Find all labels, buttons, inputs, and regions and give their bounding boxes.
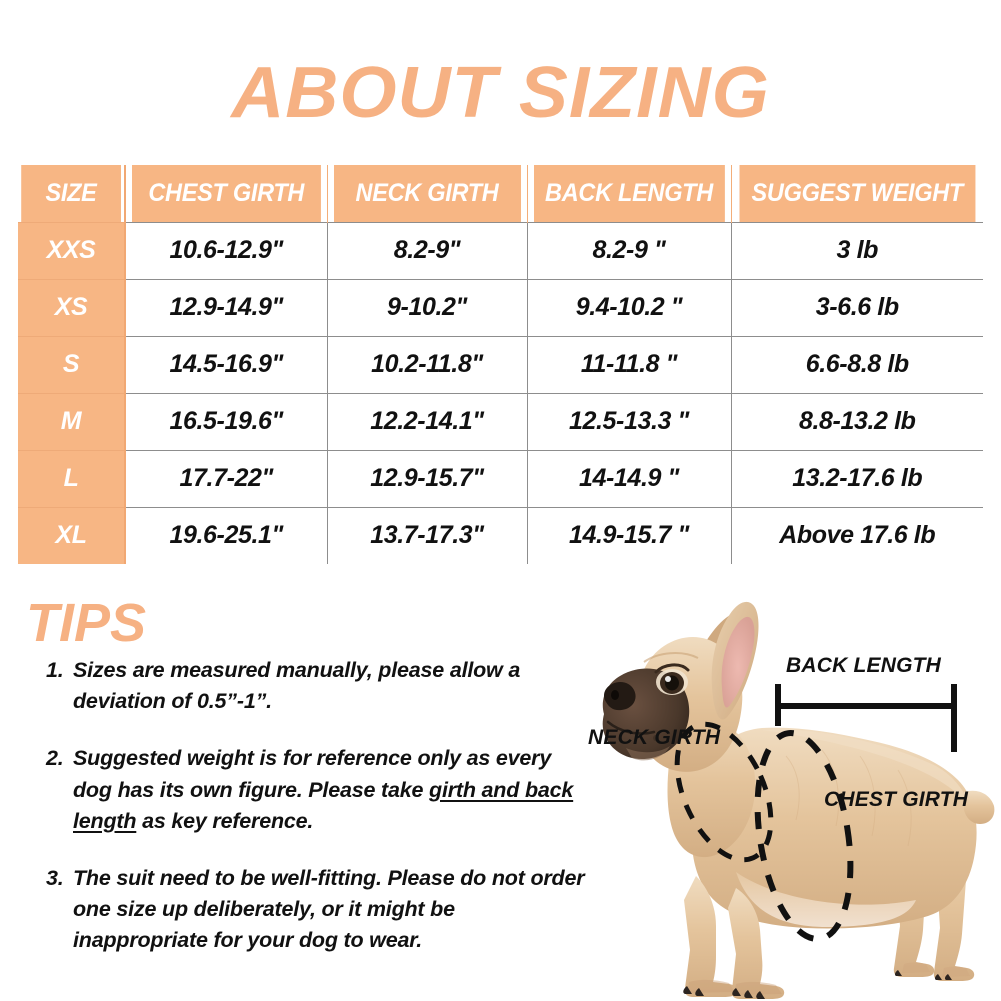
table-row: XXS 10.6-12.9" 8.2-9" 8.2-9 " 3 lb	[18, 221, 983, 279]
page-title: ABOUT SIZING	[231, 53, 770, 133]
cell-chest-girth: 12.9-14.9"	[125, 278, 327, 336]
chest-girth-marker	[754, 730, 854, 942]
dog-front-legs	[683, 876, 785, 999]
column-header-size: SIZE	[21, 165, 123, 222]
sizing-table: SIZE CHEST GIRTH NECK GIRTH BACK LENGTH …	[18, 165, 983, 564]
cell-suggest-weight: 3-6.6 lb	[730, 278, 983, 336]
tip-text-plain: The suit need to be well-fitting. Please…	[73, 865, 585, 953]
cell-chest-girth: 14.5-16.9"	[125, 335, 327, 393]
label-chest-girth: CHEST GIRTH	[824, 788, 969, 811]
tip-text-underlined: girth and back length	[73, 777, 574, 833]
table-row: M 16.5-19.6" 12.2-14.1" 12.5-13.3 " 8.8-…	[18, 392, 983, 450]
cell-chest-girth: 19.6-25.1"	[125, 506, 327, 564]
tip-text-tail: as key reference.	[136, 808, 314, 833]
cell-neck-girth: 10.2-11.8"	[326, 335, 527, 393]
tip-text-plain: Sizes are measured manually, please allo…	[73, 658, 521, 714]
tip-item: 3. The suit need to be well-fitting. Ple…	[46, 863, 586, 957]
cell-neck-girth: 9-10.2"	[326, 278, 527, 336]
cell-back-length: 11-11.8 "	[526, 335, 731, 393]
tip-text-plain: Suggested weight is for reference only a…	[73, 746, 552, 802]
table-header-row: SIZE CHEST GIRTH NECK GIRTH BACK LENGTH …	[18, 165, 983, 222]
table-row: XS 12.9-14.9" 9-10.2" 9.4-10.2 " 3-6.6 l…	[18, 278, 983, 336]
cell-chest-girth: 16.5-19.6"	[125, 392, 327, 450]
cell-size: L	[18, 449, 126, 507]
cell-chest-girth: 10.6-12.9"	[125, 221, 327, 279]
label-neck-girth: NECK GIRTH	[588, 726, 721, 749]
cell-back-length: 12.5-13.3 "	[526, 392, 731, 450]
column-header-back-length: BACK LENGTH	[532, 165, 725, 222]
tip-item: 1. Sizes are measured manually, please a…	[46, 655, 586, 717]
cell-size: S	[18, 335, 126, 393]
back-length-marker	[775, 684, 957, 752]
label-back-length: BACK LENGTH	[786, 654, 942, 677]
column-header-chest-girth: CHEST GIRTH	[130, 165, 321, 222]
tip-text: Sizes are measured manually, please allo…	[73, 655, 586, 717]
cell-suggest-weight: Above 17.6 lb	[730, 506, 983, 564]
tip-number: 3.	[46, 865, 64, 890]
dog-eye	[654, 663, 690, 695]
cell-neck-girth: 12.9-15.7"	[326, 449, 527, 507]
cell-neck-girth: 8.2-9"	[326, 221, 527, 279]
tip-text: The suit need to be well-fitting. Please…	[73, 863, 586, 957]
cell-neck-girth: 13.7-17.3"	[326, 506, 527, 564]
table-row: S 14.5-16.9" 10.2-11.8" 11-11.8 " 6.6-8.…	[18, 335, 983, 393]
cell-back-length: 8.2-9 "	[526, 221, 731, 279]
cell-suggest-weight: 6.6-8.8 lb	[730, 335, 983, 393]
cell-suggest-weight: 13.2-17.6 lb	[730, 449, 983, 507]
cell-back-length: 9.4-10.2 "	[526, 278, 731, 336]
tips-list: 1. Sizes are measured manually, please a…	[46, 655, 586, 982]
column-header-neck-girth: NECK GIRTH	[332, 165, 521, 222]
cell-chest-girth: 17.7-22"	[125, 449, 327, 507]
cell-back-length: 14-14.9 "	[526, 449, 731, 507]
tip-number: 2.	[46, 746, 64, 771]
table-row: XL 19.6-25.1" 13.7-17.3" 14.9-15.7 " Abo…	[18, 506, 983, 564]
dog-ear-front	[711, 601, 759, 720]
cell-suggest-weight: 3 lb	[730, 221, 983, 279]
column-header-suggest-weight: SUGGEST WEIGHT	[738, 165, 976, 222]
dog-measurement-illustration: BACK LENGTH NECK GIRTH CHEST GIRTH	[586, 596, 1001, 1001]
cell-size: XL	[18, 506, 126, 564]
cell-size: M	[18, 392, 126, 450]
table-row: L 17.7-22" 12.9-15.7" 14-14.9 " 13.2-17.…	[18, 449, 983, 507]
cell-size: XS	[18, 278, 126, 336]
dog-tail	[964, 790, 995, 824]
french-bulldog-illustration	[602, 601, 995, 999]
tip-number: 1.	[46, 658, 64, 682]
tip-text: Suggested weight is for reference only a…	[73, 743, 586, 837]
cell-size: XXS	[18, 221, 126, 279]
cell-back-length: 14.9-15.7 "	[526, 506, 731, 564]
tip-item: 2. Suggested weight is for reference onl…	[46, 743, 586, 837]
cell-suggest-weight: 8.8-13.2 lb	[730, 392, 983, 450]
tips-heading: TIPS	[26, 593, 147, 653]
cell-neck-girth: 12.2-14.1"	[326, 392, 527, 450]
